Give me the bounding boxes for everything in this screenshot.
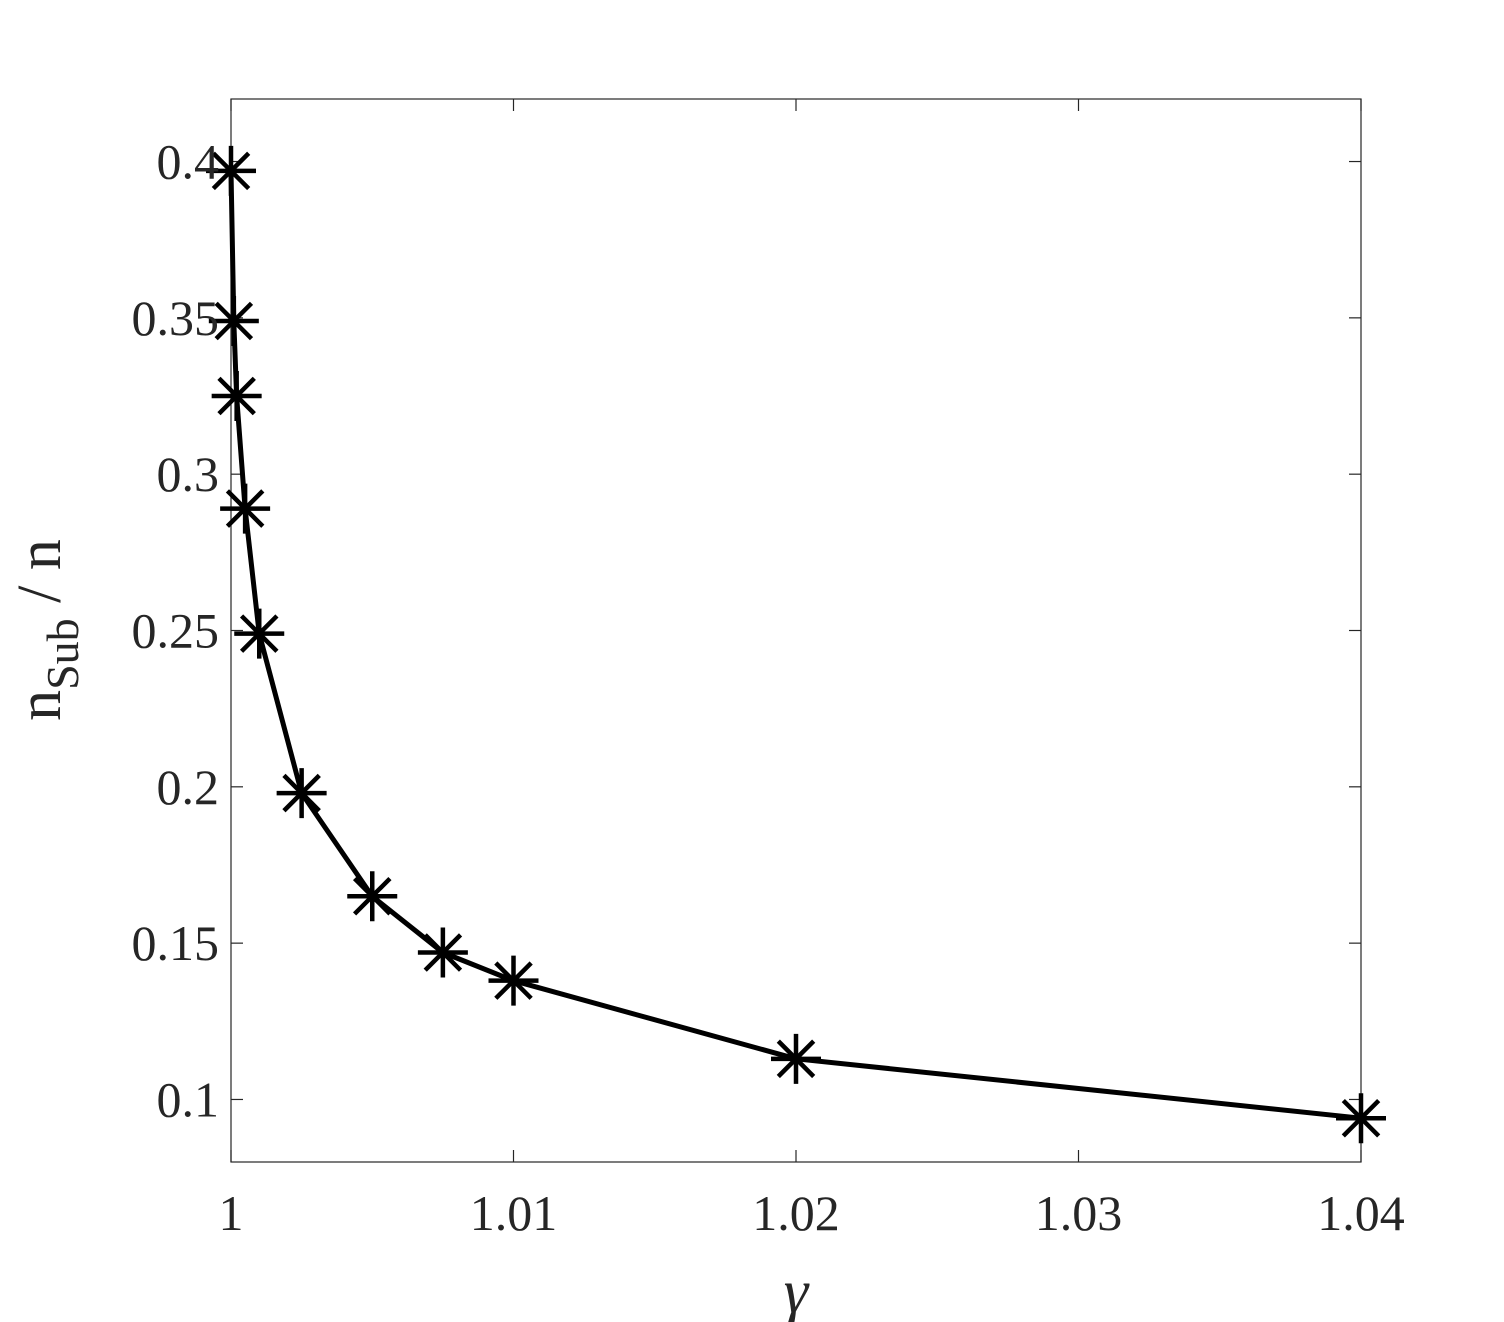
y-tick-label: 0.25 — [132, 603, 220, 659]
x-axis-tick-labels: 1 1.01 1.02 1.03 1.04 — [219, 1185, 1405, 1241]
data-point-marker — [417, 927, 468, 978]
data-point-marker — [234, 608, 285, 659]
y-tick-label: 0.2 — [157, 759, 220, 815]
data-point-marker — [347, 871, 398, 922]
data-point-marker — [276, 768, 327, 819]
data-point-marker — [208, 295, 259, 346]
y-axis-label-main: n — [6, 690, 74, 721]
y-axis-label: nSub / n — [6, 539, 88, 721]
y-tick-label: 0.4 — [157, 134, 220, 190]
plot-area — [230, 98, 1362, 1163]
y-tick-label: 0.1 — [157, 1071, 220, 1127]
y-axis-label-subscript: Sub — [37, 618, 88, 690]
y-tick-label: 0.15 — [132, 915, 220, 971]
data-point-marker — [206, 145, 256, 196]
data-point-marker — [771, 1033, 821, 1084]
data-point-marker — [1336, 1093, 1386, 1144]
x-tick-label: 1.01 — [470, 1185, 558, 1241]
x-axis-label: γ — [784, 1258, 810, 1322]
data-point-marker — [211, 371, 262, 422]
data-series — [206, 145, 1386, 1144]
x-tick-label: 1 — [219, 1185, 244, 1241]
y-axis-tick-labels: 0.1 0.15 0.2 0.25 0.3 0.35 0.4 — [132, 134, 220, 1128]
data-point-marker — [220, 483, 271, 534]
x-tick-label: 1.02 — [752, 1185, 840, 1241]
x-axis-ticks — [230, 99, 1362, 1162]
x-tick-label: 1.04 — [1317, 1185, 1405, 1241]
data-point-marker — [488, 955, 539, 1006]
y-tick-label: 0.3 — [157, 446, 220, 502]
y-tick-label: 0.35 — [132, 290, 220, 346]
y-axis-label-suffix: / n — [6, 539, 74, 618]
x-tick-label: 1.03 — [1035, 1185, 1123, 1241]
